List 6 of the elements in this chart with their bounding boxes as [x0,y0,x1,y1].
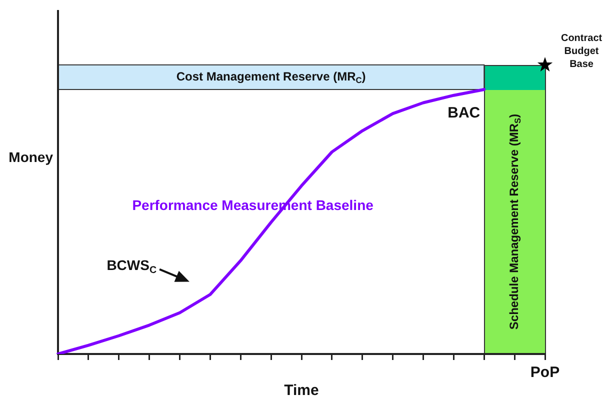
y-axis-title: Money [8,148,54,165]
annotation: BAC [448,104,480,122]
annotation: Schedule Management Reserve (MRS) [506,114,522,330]
text: PoP [530,364,560,382]
text: Contract Budget Base [560,33,603,70]
x-axis-title: Time [284,382,319,400]
